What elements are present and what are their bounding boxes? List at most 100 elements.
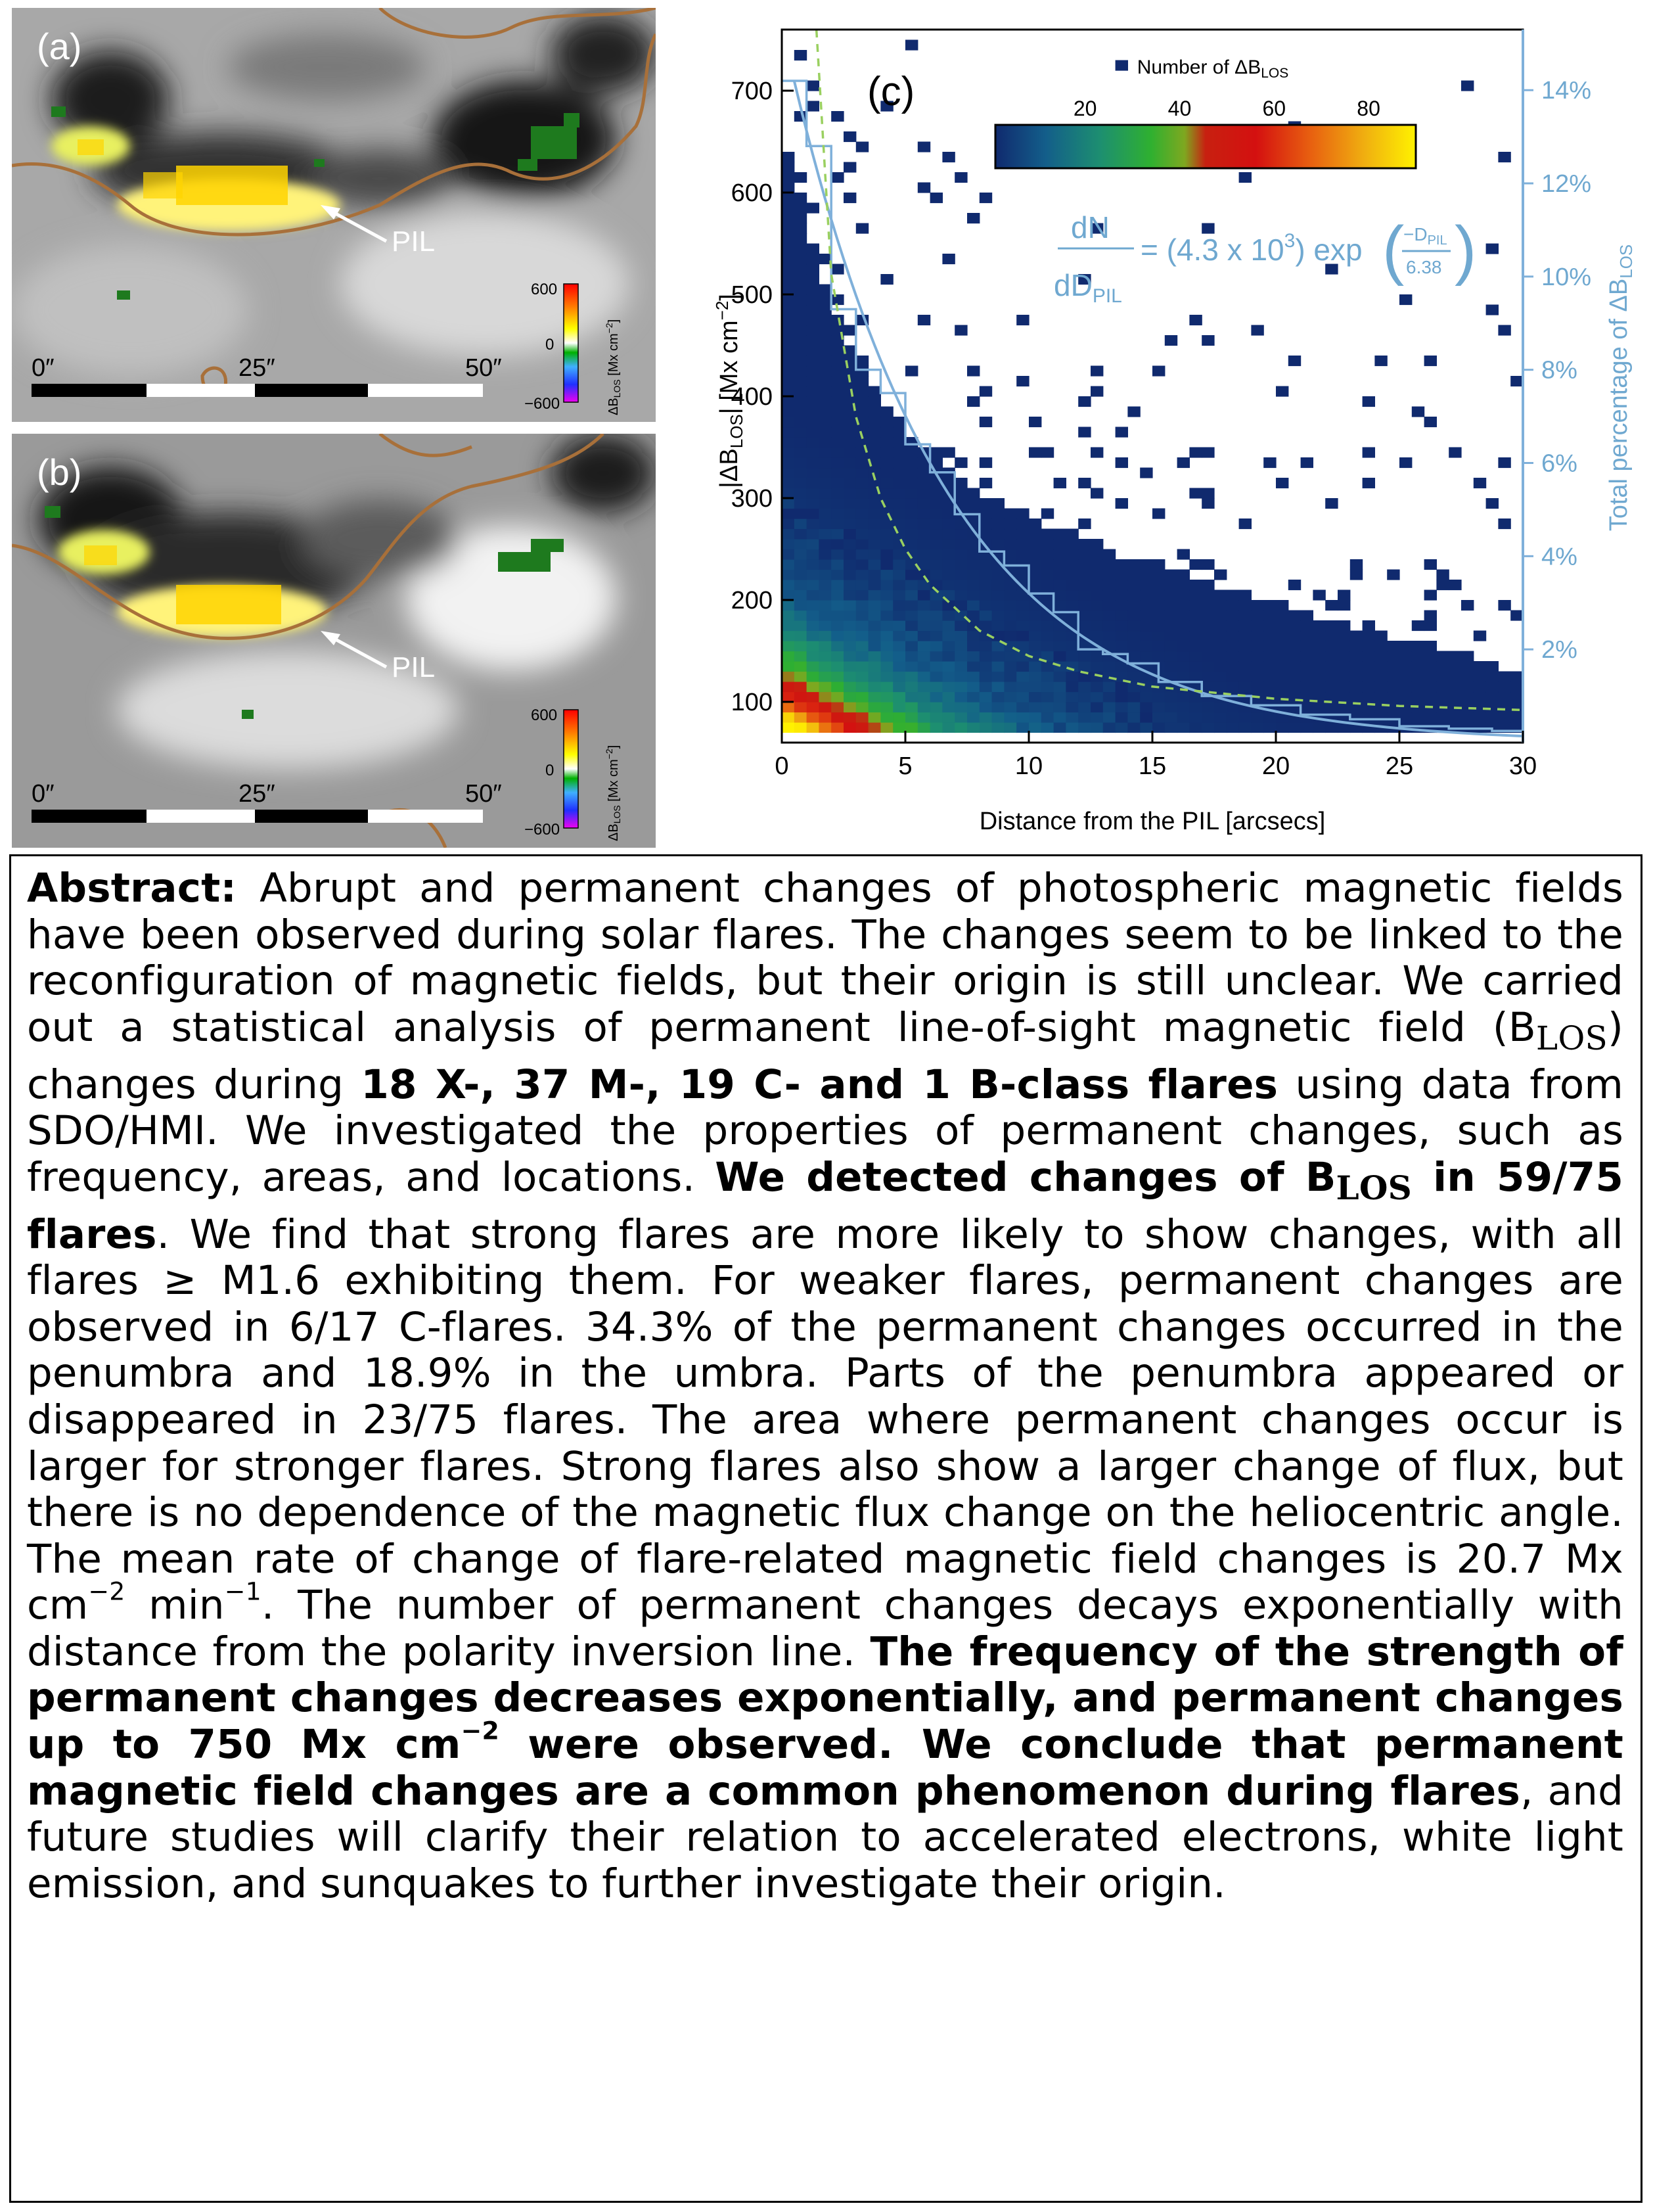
heatmap-cell (917, 620, 931, 632)
heatmap-cell (979, 559, 993, 570)
heatmap-cell (1115, 589, 1128, 601)
heatmap-cell (1091, 610, 1104, 621)
heatmap-cell (905, 671, 918, 682)
heatmap-cell (782, 488, 795, 499)
heatmap-cell (893, 641, 906, 652)
scale-tick-b-0: 0″ (32, 780, 55, 808)
heatmap-cell (1251, 722, 1264, 733)
heatmap-cell (1374, 641, 1388, 652)
heatmap-cell (1338, 589, 1351, 601)
heatmap-cell (1102, 712, 1116, 723)
heatmap-cell (819, 304, 832, 315)
heatmap-cell (1004, 671, 1017, 682)
heatmap-cell (1214, 722, 1227, 733)
heatmap-cell (868, 528, 881, 540)
heatmap-cell (942, 641, 955, 652)
x-tick-label: 10 (1015, 752, 1043, 780)
heatmap-cell (1164, 712, 1178, 723)
heatmap-cell (819, 671, 832, 682)
heatmap-cell (794, 478, 807, 489)
heatmap-cell (844, 457, 857, 469)
heatmap-cell (1016, 702, 1030, 713)
heatmap-cell (794, 284, 807, 295)
heatmap-cell (1276, 610, 1289, 621)
heatmap-cell (1251, 325, 1264, 336)
heatmap-cell (782, 539, 795, 550)
heatmap-cell (794, 722, 807, 733)
heatmap-cell (893, 508, 906, 519)
heatmap-cell (1091, 569, 1104, 580)
heatmap-cell (979, 600, 993, 611)
heatmap-cell (967, 630, 980, 641)
heatmap-cell (1164, 630, 1178, 641)
heatmap-cell (917, 478, 931, 489)
heatmap-cell (806, 264, 819, 275)
heatmap-cell (855, 498, 869, 509)
heatmap-cell (905, 681, 918, 693)
heatmap-cell (1214, 702, 1227, 713)
heat-colorbar-title: Number of ΔBLOS (1137, 57, 1288, 81)
heatmap-cell (794, 356, 807, 367)
heatmap-cell (880, 559, 894, 570)
heatmap-cell (880, 437, 894, 448)
heatmap-cell (1300, 620, 1313, 632)
heatmap-chart-panel-c: 0 5 10 15 20 25 30 100 200 300 400 500 600 700 2% 4% 6… (664, 0, 1653, 848)
heatmap-cell (1029, 691, 1042, 703)
heatmap-cell (794, 254, 807, 265)
y-tick-label: 600 (731, 179, 773, 207)
heatmap-cell (930, 488, 943, 499)
heatmap-cell (1091, 223, 1104, 234)
heatmap-cell (806, 671, 819, 682)
heatmap-cell (930, 610, 943, 621)
heatmap-cell (979, 193, 993, 204)
heat-colorbar-tick: 40 (1168, 97, 1192, 120)
heatmap-cell (979, 641, 993, 652)
heatmap-cell (1238, 630, 1252, 641)
heatmap-cell (1226, 722, 1240, 733)
heatmap-cell (1424, 691, 1437, 703)
heatmap-cell (794, 243, 807, 254)
heatmap-cell (1041, 539, 1054, 550)
heatmap-cell (1066, 630, 1079, 641)
heatmap-cell (905, 39, 918, 51)
heatmap-cell (1485, 304, 1499, 315)
x-tick-label: 30 (1509, 752, 1537, 780)
heatmap-cell (1152, 580, 1166, 591)
heatmap-cell (806, 447, 819, 458)
heatmap-cell (831, 417, 844, 428)
heatmap-cell (905, 498, 918, 509)
abstract-p1: Abrupt and permanent changes of photosph… (27, 865, 1623, 1051)
heatmap-cell (1449, 681, 1462, 693)
heatmap-cell (1140, 691, 1153, 703)
heatmap-cell (782, 630, 795, 641)
heatmap-cell (1091, 539, 1104, 550)
heatmap-cell (955, 722, 968, 733)
heatmap-cell (868, 569, 881, 580)
heatmap-cell (1251, 610, 1264, 621)
abstract-exp2: −1 (224, 1577, 261, 1606)
heatmap-cell (1214, 630, 1227, 641)
heatmap-cell (1263, 722, 1277, 733)
heatmap-cell (819, 539, 832, 550)
heat-colorbar-tick: 80 (1357, 97, 1380, 120)
heatmap-cell (955, 641, 968, 652)
heatmap-cell (819, 254, 832, 265)
y-tick-label: 500 (731, 281, 773, 309)
heatmap-cell (794, 651, 807, 662)
panel-b-label: (b) (37, 451, 81, 493)
heatmap-cell (1226, 712, 1240, 723)
heatmap-cell (955, 630, 968, 641)
heatmap-cell (855, 630, 869, 641)
heatmap-cell (1436, 569, 1449, 580)
heatmap-cell (1066, 641, 1079, 652)
heatmap-cell (942, 478, 955, 489)
heatmap-cell (819, 386, 832, 397)
heatmap-cell (880, 661, 894, 672)
heatmap-cell (905, 630, 918, 641)
heatmap-cell (806, 620, 819, 632)
heatmap-cell (1338, 620, 1351, 632)
heatmap-cell (1325, 264, 1338, 275)
heatmap-cell (1202, 559, 1215, 570)
panel-c-label: (c) (867, 69, 915, 114)
heatmap-cell (1424, 589, 1437, 601)
